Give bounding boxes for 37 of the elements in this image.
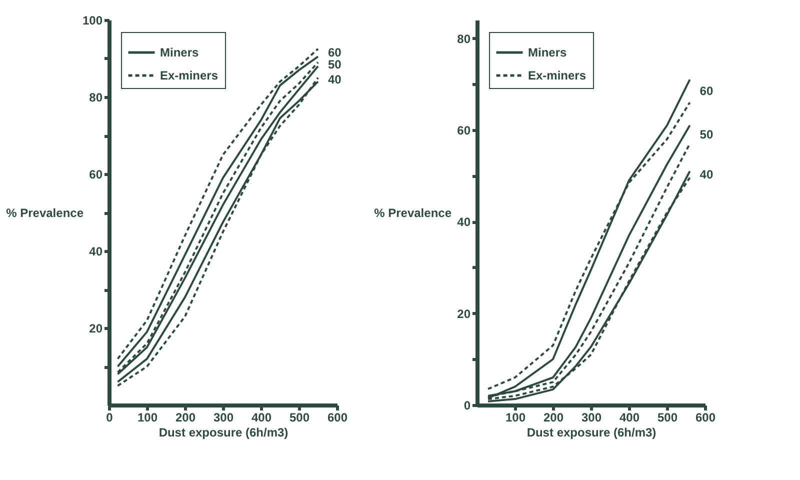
- x-tick-label: 300: [213, 410, 234, 424]
- y-tick-label: 80: [457, 32, 471, 46]
- x-tick-label: 300: [581, 410, 602, 424]
- y-tick-label: 40: [89, 244, 103, 258]
- y-tick-label: 60: [457, 124, 471, 138]
- x-tick-label: 200: [543, 410, 564, 424]
- x-tick-label: 400: [619, 410, 640, 424]
- x-tick-label: 200: [175, 410, 196, 424]
- y-tick-label: 100: [82, 14, 103, 28]
- legend-label: Ex-miners: [528, 68, 586, 82]
- x-axis-title: Dust exposure (6h/m3): [526, 426, 656, 440]
- y-tick-label: 20: [89, 322, 103, 336]
- x-axis-title: Dust exposure (6h/m3): [158, 426, 288, 440]
- annotation: 50: [328, 57, 342, 72]
- annotation: 60: [328, 46, 342, 60]
- legend-label: Miners: [160, 46, 200, 60]
- x-tick-label: 600: [327, 410, 348, 424]
- y-tick-label: 40: [457, 215, 471, 230]
- annotation: 40: [328, 72, 342, 87]
- annotation: 40: [700, 167, 714, 182]
- x-tick-label: 400: [251, 410, 272, 424]
- y-tick-label: 80: [89, 90, 103, 104]
- x-tick-label: 100: [505, 410, 526, 424]
- legend-label: Ex-miners: [160, 68, 218, 82]
- x-tick-label: 0: [106, 410, 114, 424]
- y-axis-title: % Prevalence: [374, 206, 452, 220]
- annotation: 60: [700, 84, 714, 98]
- x-tick-label: 600: [695, 410, 716, 424]
- legend-label: Miners: [528, 46, 568, 60]
- annotation: 50: [700, 128, 714, 142]
- y-tick-label: 20: [457, 306, 471, 321]
- y-axis-title: % Prevalence: [6, 206, 84, 220]
- x-tick-label: 500: [657, 410, 678, 424]
- y-tick-label: 60: [89, 168, 103, 182]
- x-tick-label: 500: [289, 410, 310, 424]
- y-tick-label: 0: [464, 398, 471, 412]
- x-tick-label: 100: [137, 410, 158, 424]
